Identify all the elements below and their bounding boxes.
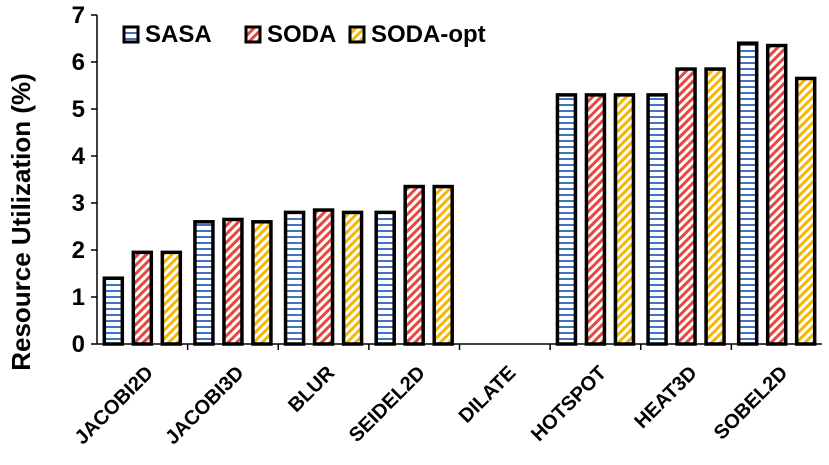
- bar-sasa-hotspot: [555, 93, 578, 346]
- bar-soda-sobel2d: [765, 43, 788, 346]
- bar-soda-jacobi3d: [222, 217, 244, 346]
- y-tick-label: 5: [72, 96, 85, 123]
- bar-soda-hotspot: [584, 93, 607, 346]
- legend-swatch-sasa: [122, 25, 140, 44]
- legend-label-sasa: SASA: [145, 21, 212, 48]
- x-tick-label: JACOBI2D: [71, 362, 158, 449]
- x-tick-label: DILATE: [455, 362, 521, 428]
- bar-sasa-jacobi2d: [102, 276, 125, 346]
- legend-swatch-soda-opt: [348, 25, 366, 44]
- y-tick-label: 4: [72, 143, 86, 170]
- y-tick-label: 6: [72, 49, 85, 76]
- x-tick-label: SEIDEL2D: [345, 362, 430, 447]
- bar-soda-seidel2d: [403, 184, 425, 346]
- bar-soda-opt-hotspot: [613, 93, 636, 346]
- bar-sasa-jacobi3d: [193, 220, 215, 346]
- bar-soda-blur: [312, 208, 335, 346]
- bar-soda-opt-jacobi3d: [251, 220, 273, 346]
- bar-sasa-blur: [283, 210, 306, 346]
- bar-soda-opt-seidel2d: [432, 184, 454, 346]
- bar-sasa-sobel2d: [736, 41, 759, 346]
- bar-soda-heat3d: [675, 67, 697, 346]
- bar-sasa-seidel2d: [374, 210, 396, 346]
- y-tick-label: 3: [72, 190, 85, 217]
- x-tick-label: HEAT3D: [631, 362, 702, 433]
- x-tick-label: BLUR: [284, 362, 339, 417]
- legend: SASA SODA SODA-opt: [122, 21, 486, 48]
- bar-soda-opt-heat3d: [704, 67, 726, 346]
- y-tick-label: 0: [72, 331, 85, 358]
- y-tick-label: 7: [72, 2, 85, 29]
- x-tick-label: JACOBI3D: [161, 362, 248, 449]
- x-tick-label: SOBEL2D: [710, 362, 792, 444]
- bar-sasa-heat3d: [646, 93, 668, 346]
- legend-label-soda-opt: SODA-opt: [371, 21, 486, 48]
- y-axis-title: Resource Utilization (%): [6, 73, 36, 371]
- legend-swatch-soda: [244, 25, 262, 44]
- y-tick-label: 2: [72, 237, 85, 264]
- legend-label-soda: SODA: [267, 21, 336, 48]
- x-tick-label: HOTSPOT: [527, 362, 611, 446]
- y-tick-label: 1: [72, 284, 85, 311]
- bar-soda-opt-sobel2d: [794, 76, 817, 346]
- bar-soda-opt-jacobi2d: [160, 250, 183, 346]
- bar-soda-opt-blur: [341, 210, 364, 346]
- bar-soda-jacobi2d: [131, 250, 154, 346]
